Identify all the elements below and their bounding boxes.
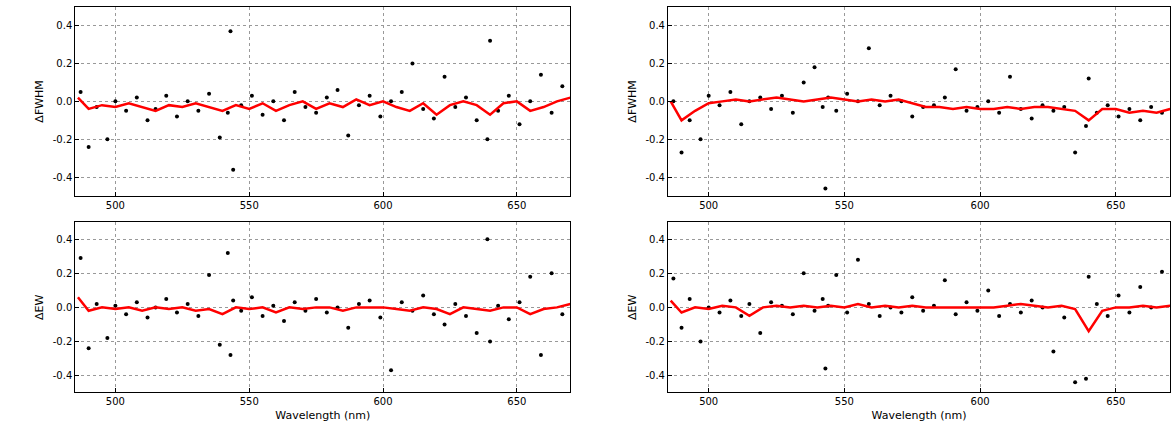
svg-text:0.2: 0.2 [649, 268, 665, 279]
svg-text:550: 550 [835, 200, 854, 211]
svg-text:0.4: 0.4 [649, 234, 665, 245]
svg-text:600: 600 [373, 396, 392, 407]
svg-text:500: 500 [699, 396, 718, 407]
svg-text:550: 550 [240, 396, 259, 407]
svg-text:500: 500 [106, 396, 125, 407]
svg-text:Wavelength (nm): Wavelength (nm) [872, 409, 967, 422]
svg-text:550: 550 [835, 396, 854, 407]
svg-text:0.4: 0.4 [56, 20, 72, 31]
svg-text:650: 650 [507, 396, 526, 407]
svg-text:0.0: 0.0 [649, 96, 665, 107]
svg-text:-0.2: -0.2 [645, 336, 665, 347]
svg-text:-0.4: -0.4 [645, 172, 665, 183]
svg-text:600: 600 [971, 200, 990, 211]
svg-text:650: 650 [1106, 200, 1125, 211]
svg-text:0.2: 0.2 [649, 58, 665, 69]
svg-text:650: 650 [507, 200, 526, 211]
svg-text:ΔFWHM: ΔFWHM [626, 80, 639, 123]
svg-text:0.0: 0.0 [56, 302, 72, 313]
svg-text:ΔEW: ΔEW [626, 295, 639, 320]
svg-text:650: 650 [1106, 396, 1125, 407]
svg-text:Wavelength (nm): Wavelength (nm) [275, 409, 370, 422]
svg-text:0.2: 0.2 [56, 268, 72, 279]
svg-text:0.4: 0.4 [56, 234, 72, 245]
svg-text:550: 550 [240, 200, 259, 211]
svg-text:-0.4: -0.4 [53, 370, 73, 381]
svg-text:-0.2: -0.2 [53, 336, 73, 347]
svg-text:600: 600 [971, 396, 990, 407]
svg-text:ΔEW: ΔEW [33, 295, 46, 320]
svg-text:0.0: 0.0 [56, 96, 72, 107]
svg-text:0.4: 0.4 [649, 20, 665, 31]
svg-text:0.2: 0.2 [56, 58, 72, 69]
svg-text:-0.2: -0.2 [645, 134, 665, 145]
svg-text:-0.4: -0.4 [645, 370, 665, 381]
svg-text:-0.2: -0.2 [53, 134, 73, 145]
svg-text:500: 500 [699, 200, 718, 211]
svg-text:500: 500 [106, 200, 125, 211]
svg-text:600: 600 [373, 200, 392, 211]
svg-text:0.0: 0.0 [649, 302, 665, 313]
svg-text:ΔFWHM: ΔFWHM [33, 80, 46, 123]
svg-text:-0.4: -0.4 [53, 172, 73, 183]
